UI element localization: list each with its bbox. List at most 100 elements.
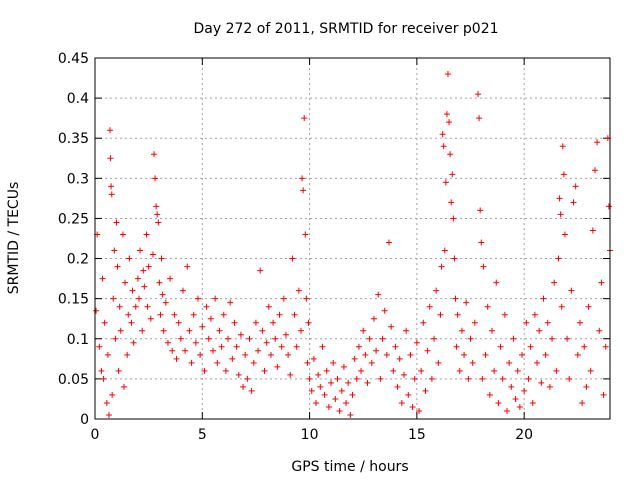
y-tick-label: 0 (80, 412, 89, 428)
data-point (115, 367, 122, 374)
data-point (173, 355, 180, 362)
data-point (319, 343, 326, 350)
data-point (99, 275, 106, 282)
data-point (512, 395, 519, 402)
data-point (158, 255, 165, 262)
data-point (553, 367, 560, 374)
data-point (302, 231, 309, 238)
data-point (557, 211, 564, 218)
data-point (109, 391, 116, 398)
data-point (126, 255, 133, 262)
data-point (549, 335, 556, 342)
data-point (544, 319, 551, 326)
data-point (556, 195, 563, 202)
data-point (280, 295, 287, 302)
data-point (313, 399, 320, 406)
data-point (157, 311, 164, 318)
data-point (159, 291, 166, 298)
data-point (529, 399, 536, 406)
plot-frame (94, 57, 611, 420)
data-point (534, 359, 541, 366)
data-point (300, 187, 307, 194)
data-point (510, 335, 517, 342)
data-point (377, 375, 384, 382)
data-point (134, 275, 141, 282)
data-point (205, 335, 212, 342)
data-point (383, 351, 390, 358)
data-point (125, 311, 132, 318)
data-point (411, 375, 418, 382)
data-point (151, 151, 158, 158)
data-point (441, 247, 448, 254)
data-point (493, 279, 500, 286)
data-point (527, 343, 534, 350)
data-point (591, 167, 598, 174)
data-point (116, 303, 123, 310)
data-point (103, 399, 110, 406)
data-point (478, 239, 485, 246)
data-point (452, 295, 459, 302)
data-point (403, 327, 410, 334)
data-point (139, 327, 146, 334)
data-point (401, 371, 407, 378)
data-point (184, 263, 191, 270)
data-point (542, 351, 549, 358)
grid-lines (95, 58, 610, 419)
data-point (130, 339, 137, 346)
x-tick-label: 10 (301, 427, 319, 443)
data-point (244, 375, 251, 382)
data-point (330, 359, 337, 366)
x-tick-label: 15 (408, 427, 426, 443)
data-point (96, 343, 103, 350)
data-point (110, 295, 117, 302)
data-point (381, 307, 388, 314)
data-point (536, 327, 543, 334)
data-point (351, 355, 358, 362)
data-point (265, 303, 272, 310)
data-point (111, 247, 118, 254)
data-point (583, 383, 590, 390)
data-point (579, 399, 586, 406)
data-point (570, 199, 577, 206)
data-point (366, 335, 373, 342)
data-point (227, 299, 234, 306)
data-point (368, 359, 375, 366)
x-tick-label: 0 (91, 427, 100, 443)
data-point (114, 263, 121, 270)
data-point (164, 339, 171, 346)
data-point (506, 359, 513, 366)
data-point (263, 339, 270, 346)
data-point (338, 387, 345, 394)
data-point (317, 383, 324, 390)
data-point (132, 303, 139, 310)
data-point (379, 335, 386, 342)
data-point (210, 347, 217, 354)
data-point (233, 343, 240, 350)
data-point (259, 327, 266, 334)
data-point (497, 343, 504, 350)
data-point (396, 355, 403, 362)
data-point (301, 115, 308, 122)
data-point (437, 311, 444, 318)
data-point (525, 375, 532, 382)
data-point (355, 343, 362, 350)
y-tick-label: 0.1 (67, 332, 89, 348)
data-point (325, 403, 332, 410)
data-point (93, 307, 100, 314)
data-point (602, 343, 609, 350)
data-point (199, 323, 206, 330)
data-point (255, 347, 262, 354)
data-point (413, 339, 420, 346)
data-point (475, 91, 482, 98)
data-point (98, 367, 105, 374)
data-point (140, 267, 147, 274)
data-point (155, 219, 162, 226)
data-point (120, 383, 127, 390)
data-point (449, 171, 456, 178)
data-point (476, 115, 483, 122)
data-point (291, 311, 298, 318)
data-point (220, 311, 227, 318)
data-point (308, 387, 315, 394)
data-point (334, 375, 341, 382)
data-point (446, 119, 453, 126)
